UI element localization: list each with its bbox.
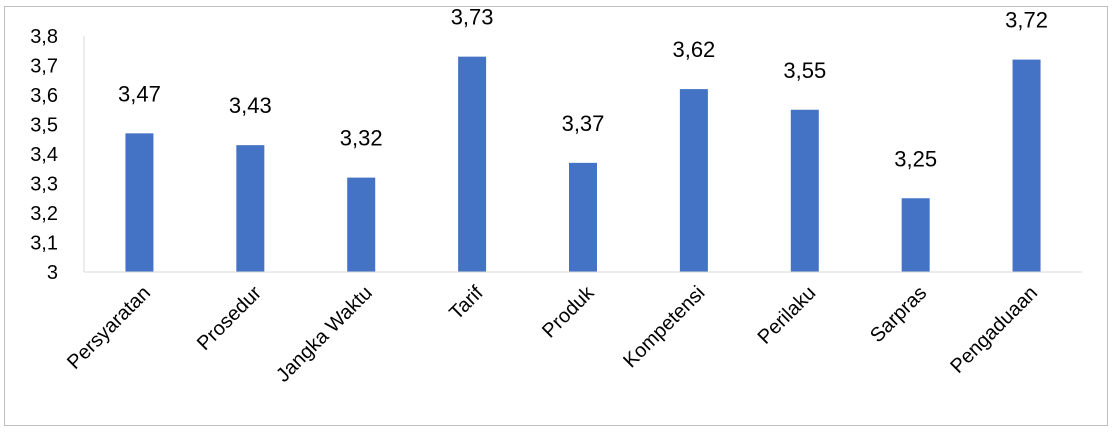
y-tick-label: 3,7 — [30, 56, 58, 78]
data-label: 3,43 — [229, 93, 272, 118]
data-label: 3,72 — [1005, 8, 1048, 33]
y-tick-label: 3,2 — [30, 203, 58, 225]
y-axis: 3 3,1 3,2 3,3 3,4 3,5 3,6 3,7 3,8 — [30, 26, 85, 284]
y-tick-label: 3,1 — [30, 233, 58, 255]
data-label: 3,62 — [672, 37, 715, 62]
data-label: 3,32 — [340, 126, 383, 151]
data-labels: 3,47 3,43 3,32 3,73 3,37 3,62 3,55 3,25 3,72 — [118, 5, 1048, 172]
data-label: 3,37 — [562, 111, 605, 136]
bar — [901, 198, 930, 272]
x-tick-label: Prosedur — [193, 282, 266, 355]
x-tick-label: Tarif — [445, 282, 488, 325]
y-tick-label: 3,4 — [30, 144, 58, 166]
y-tick-label: 3,6 — [30, 85, 58, 107]
y-tick-label: 3,5 — [30, 115, 58, 137]
bar — [236, 145, 265, 272]
y-tick-label: 3,3 — [30, 174, 58, 196]
x-tick-label: Perilaku — [754, 282, 821, 349]
data-label: 3,55 — [783, 58, 826, 83]
bar — [458, 56, 487, 273]
bars — [125, 56, 1041, 273]
bar — [569, 162, 597, 272]
x-tick-label: Jangka Waktu — [272, 282, 377, 387]
bar — [790, 109, 819, 272]
data-label: 3,47 — [118, 81, 161, 106]
y-tick-label: 3 — [47, 262, 58, 284]
data-label: 3,73 — [451, 5, 494, 30]
bar — [347, 177, 376, 272]
y-tick-label: 3,8 — [30, 26, 58, 48]
x-tick-label: Persyaratan — [63, 282, 155, 374]
bar — [1012, 59, 1041, 272]
bar — [679, 89, 708, 272]
data-label: 3,25 — [894, 146, 937, 171]
x-tick-label: Sarpras — [866, 282, 931, 347]
x-axis: Persyaratan Prosedur Jangka Waktu Tarif Prod… — [63, 271, 1082, 387]
x-tick-label: Produk — [538, 281, 599, 342]
x-tick-label: Pengaduaan — [946, 282, 1042, 378]
x-tick-label: Kompetensi — [619, 282, 709, 372]
bar — [125, 133, 154, 272]
